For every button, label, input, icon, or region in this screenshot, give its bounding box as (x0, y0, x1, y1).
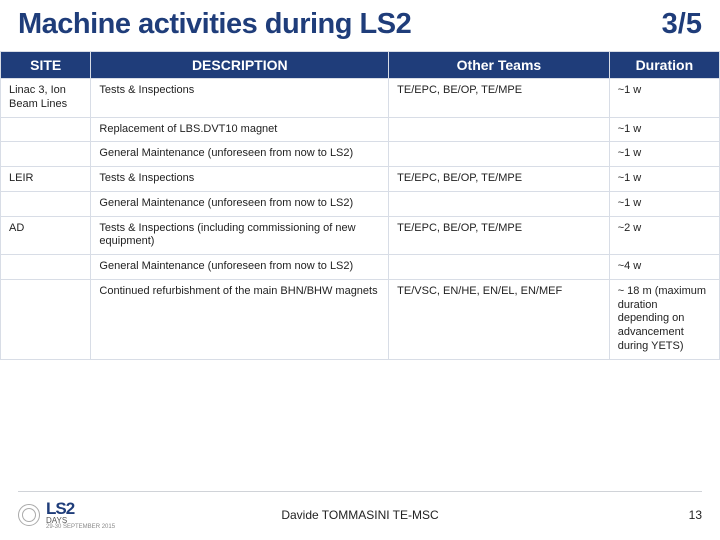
col-header-dur: Duration (609, 52, 719, 79)
col-header-desc: DESCRIPTION (91, 52, 389, 79)
cell-site (1, 117, 91, 142)
cell-other: TE/VSC, EN/HE, EN/EL, EN/MEF (389, 279, 610, 359)
cell-dur: ~1 w (609, 142, 719, 167)
cell-dur: ~1 w (609, 117, 719, 142)
cell-site: AD (1, 216, 91, 255)
table-row: General Maintenance (unforeseen from now… (1, 255, 720, 280)
table-row: LEIR Tests & Inspections TE/EPC, BE/OP, … (1, 167, 720, 192)
cell-dur: ~1 w (609, 79, 719, 118)
cell-other (389, 142, 610, 167)
cell-site: Linac 3, Ion Beam Lines (1, 79, 91, 118)
table-row: General Maintenance (unforeseen from now… (1, 142, 720, 167)
table-row: Linac 3, Ion Beam Lines Tests & Inspecti… (1, 79, 720, 118)
cell-dur: ~ 18 m (maximum duration depending on ad… (609, 279, 719, 359)
cell-desc: Continued refurbishment of the main BHN/… (91, 279, 389, 359)
cell-other (389, 255, 610, 280)
cell-site (1, 142, 91, 167)
title-row: Machine activities during LS2 3/5 (0, 0, 720, 51)
ls2-logo-date: 29-30 SEPTEMBER 2015 (46, 524, 115, 530)
cell-desc: Tests & Inspections (including commissio… (91, 216, 389, 255)
cell-desc: Tests & Inspections (91, 79, 389, 118)
cell-site (1, 255, 91, 280)
cell-dur: ~4 w (609, 255, 719, 280)
footer-divider (18, 491, 702, 492)
cell-other (389, 117, 610, 142)
activities-table: SITE DESCRIPTION Other Teams Duration Li… (0, 51, 720, 360)
cell-dur: ~1 w (609, 191, 719, 216)
cell-other (389, 191, 610, 216)
cell-desc: General Maintenance (unforeseen from now… (91, 142, 389, 167)
cell-other: TE/EPC, BE/OP, TE/MPE (389, 167, 610, 192)
footer-author: Davide TOMMASINI TE-MSC (0, 508, 720, 522)
cell-desc: General Maintenance (unforeseen from now… (91, 255, 389, 280)
col-header-site: SITE (1, 52, 91, 79)
cell-site: LEIR (1, 167, 91, 192)
table-header-row: SITE DESCRIPTION Other Teams Duration (1, 52, 720, 79)
cell-desc: Replacement of LBS.DVT10 magnet (91, 117, 389, 142)
cell-site (1, 191, 91, 216)
table-body: Linac 3, Ion Beam Lines Tests & Inspecti… (1, 79, 720, 360)
cell-desc: Tests & Inspections (91, 167, 389, 192)
table-row: AD Tests & Inspections (including commis… (1, 216, 720, 255)
slide-pager: 3/5 (662, 8, 702, 41)
cell-other: TE/EPC, BE/OP, TE/MPE (389, 216, 610, 255)
slide: Machine activities during LS2 3/5 SITE D… (0, 0, 720, 540)
table-row: Replacement of LBS.DVT10 magnet ~1 w (1, 117, 720, 142)
table-row: General Maintenance (unforeseen from now… (1, 191, 720, 216)
spacer (0, 360, 720, 500)
cell-dur: ~2 w (609, 216, 719, 255)
cell-other: TE/EPC, BE/OP, TE/MPE (389, 79, 610, 118)
table-row: Continued refurbishment of the main BHN/… (1, 279, 720, 359)
cell-desc: General Maintenance (unforeseen from now… (91, 191, 389, 216)
col-header-other: Other Teams (389, 52, 610, 79)
footer: LS2 DAYS 29-30 SEPTEMBER 2015 Davide TOM… (0, 499, 720, 540)
cell-site (1, 279, 91, 359)
slide-title: Machine activities during LS2 (18, 8, 411, 41)
cell-dur: ~1 w (609, 167, 719, 192)
